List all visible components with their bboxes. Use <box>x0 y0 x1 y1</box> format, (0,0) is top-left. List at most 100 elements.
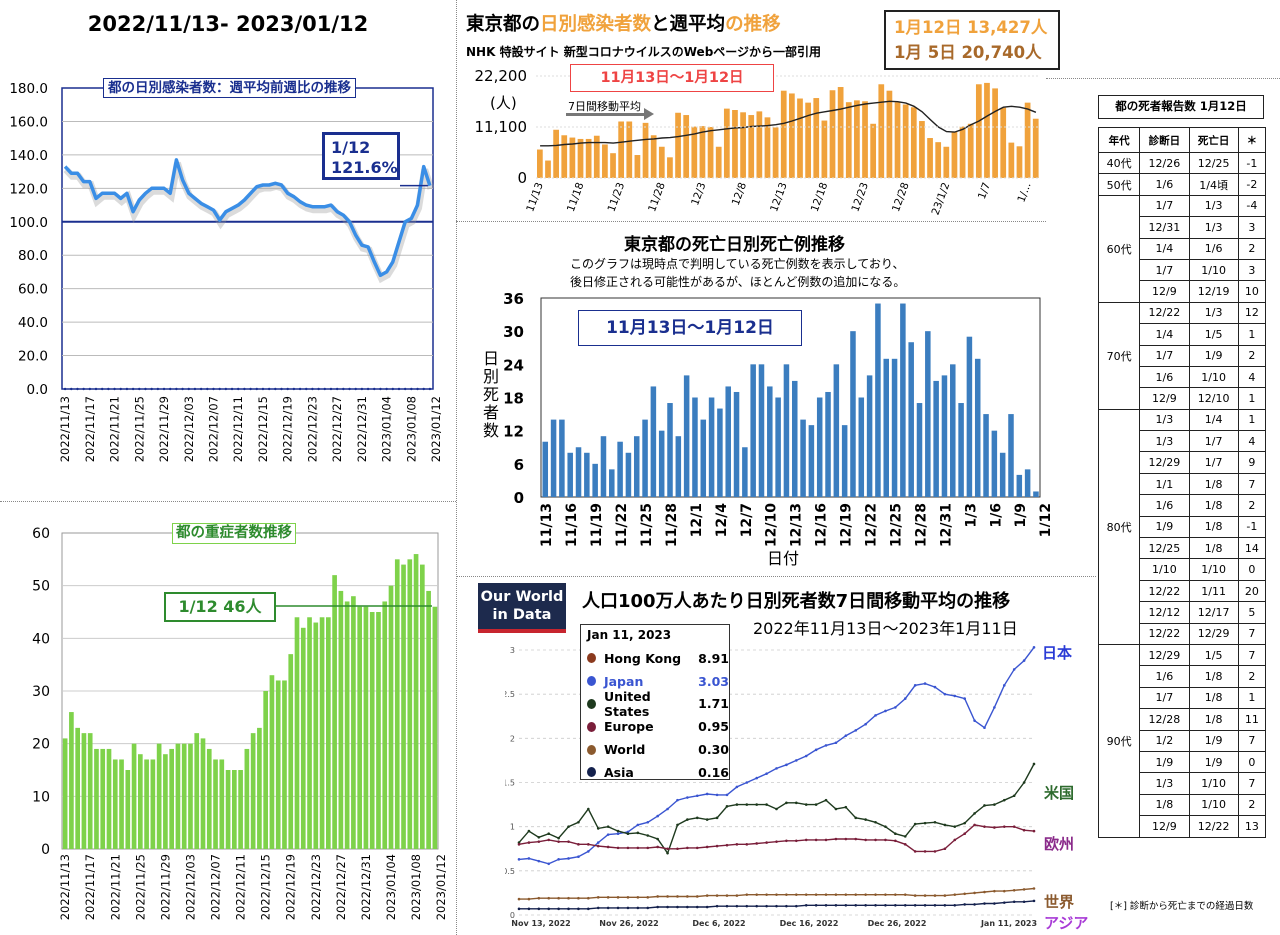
owid-point <box>943 894 947 897</box>
age-group-cell: 50代 <box>1097 173 1141 196</box>
owid-xtick: Dec 6, 2022 <box>692 919 745 928</box>
label-us: 米国 <box>1044 784 1075 802</box>
owid-point <box>1032 646 1036 649</box>
ratio-xtick: 2023/01/12 <box>429 396 443 462</box>
infections-unit: (人) <box>490 94 517 112</box>
owid-point <box>993 803 996 806</box>
age-group-cell: 40代 <box>1097 151 1141 175</box>
owid-point <box>695 794 699 798</box>
severe-bar <box>169 748 174 849</box>
owid-point <box>913 822 917 826</box>
table-cell: 7 <box>1237 622 1267 645</box>
table-cell: 1/3 <box>1139 430 1190 453</box>
owid-point <box>725 843 729 847</box>
owid-point <box>765 893 768 896</box>
infections-bar <box>967 123 974 178</box>
owid-point <box>953 893 957 896</box>
severe-xtick: 2022/11/13 <box>58 854 72 920</box>
deaths-xtick: 12/1 <box>689 503 705 537</box>
infections-xtick: 12/13 <box>768 181 790 214</box>
infections-bar <box>902 104 909 178</box>
deaths-bar <box>916 403 923 497</box>
ratio-xtick: 2022/12/03 <box>182 396 196 462</box>
owid-point <box>656 814 659 818</box>
ratio-x-tick <box>416 387 419 391</box>
owid-point <box>973 812 976 815</box>
owid-point <box>903 843 907 846</box>
deaths-bar <box>700 419 707 497</box>
deaths-bar <box>883 358 889 497</box>
owid-ytick: 0 <box>510 911 515 920</box>
ratio-x-tick <box>212 387 215 391</box>
owid-point <box>725 793 729 797</box>
owid-point <box>933 894 937 897</box>
owid-point <box>596 841 600 844</box>
owid-point <box>567 857 570 860</box>
infections-bar <box>764 117 771 178</box>
owid-point <box>557 836 560 840</box>
legend-dot <box>587 744 596 755</box>
ratio-xtick: 2022/11/13 <box>58 396 72 462</box>
owid-point <box>864 893 867 896</box>
owid-point <box>874 820 877 824</box>
severe-xtick: 2022/11/21 <box>108 854 122 920</box>
owid-point <box>547 862 551 866</box>
legend-value: 0.16 <box>698 764 729 780</box>
owid-point <box>1032 887 1036 890</box>
owid-point <box>903 697 907 700</box>
deaths-bar <box>625 452 632 497</box>
owid-point <box>715 904 719 908</box>
owid-point <box>923 682 927 685</box>
deaths-bar <box>767 386 773 497</box>
legend-name: Asia <box>603 764 634 780</box>
owid-point <box>963 697 966 700</box>
deaths-bar <box>833 364 840 497</box>
table-cell: 12/25 <box>1188 151 1239 175</box>
infections-bar <box>780 90 787 178</box>
severe-cases-callout: 1/12 46人 <box>164 592 276 622</box>
table-cell: 1/6 <box>1188 237 1239 260</box>
owid-point <box>567 907 570 911</box>
severe-bar <box>81 733 87 849</box>
deaths-bar <box>758 364 765 497</box>
severe-xtick: 2022/12/31 <box>359 854 373 920</box>
infections-title: 東京都の日別感染者数と週平均の推移 <box>466 10 781 36</box>
owid-point <box>547 896 551 900</box>
ratio-ytick: 0.0 <box>27 382 48 398</box>
owid-point <box>725 904 729 908</box>
owid-point <box>1002 825 1006 828</box>
deaths-bar <box>999 452 1006 497</box>
owid-point <box>596 896 600 899</box>
owid-point <box>943 847 947 851</box>
table-row: 1/10 1/10 0 <box>1099 558 1267 581</box>
infections-bar <box>699 126 706 178</box>
table-cell: 12/31 <box>1139 216 1190 239</box>
owid-point <box>745 781 749 784</box>
owid-point <box>596 844 600 848</box>
owid-point <box>745 843 749 846</box>
deaths-bar <box>941 375 948 497</box>
owid-point <box>596 827 600 830</box>
infections-bar <box>878 84 885 178</box>
severe-xtick: 2022/12/23 <box>309 854 323 920</box>
severe-ytick: 20 <box>32 737 50 753</box>
infections-xtick: 12/3 <box>689 181 708 207</box>
severe-bar <box>426 590 431 849</box>
ratio-x-tick <box>144 387 147 391</box>
owid-point <box>1002 684 1006 687</box>
owid-point <box>715 793 719 797</box>
table-row: 1/1 1/8 7 <box>1099 472 1267 496</box>
ratio-x-tick <box>373 387 376 391</box>
owid-point <box>676 895 679 898</box>
deaths-ytick: 6 <box>514 456 524 474</box>
death-table-header: 年代 <box>1097 127 1141 153</box>
deaths-ytick: 0 <box>514 489 524 507</box>
severe-bar <box>420 564 425 849</box>
death-table-header: 診断日 <box>1139 127 1190 153</box>
infections-bar <box>650 135 657 178</box>
owid-point <box>646 834 650 837</box>
table-cell: 1/3 <box>1188 194 1239 218</box>
table-cell: 1/9 <box>1139 515 1190 539</box>
weekly-ratio-callout: 1/12 121.6% <box>322 132 400 180</box>
owid-point <box>814 748 818 752</box>
